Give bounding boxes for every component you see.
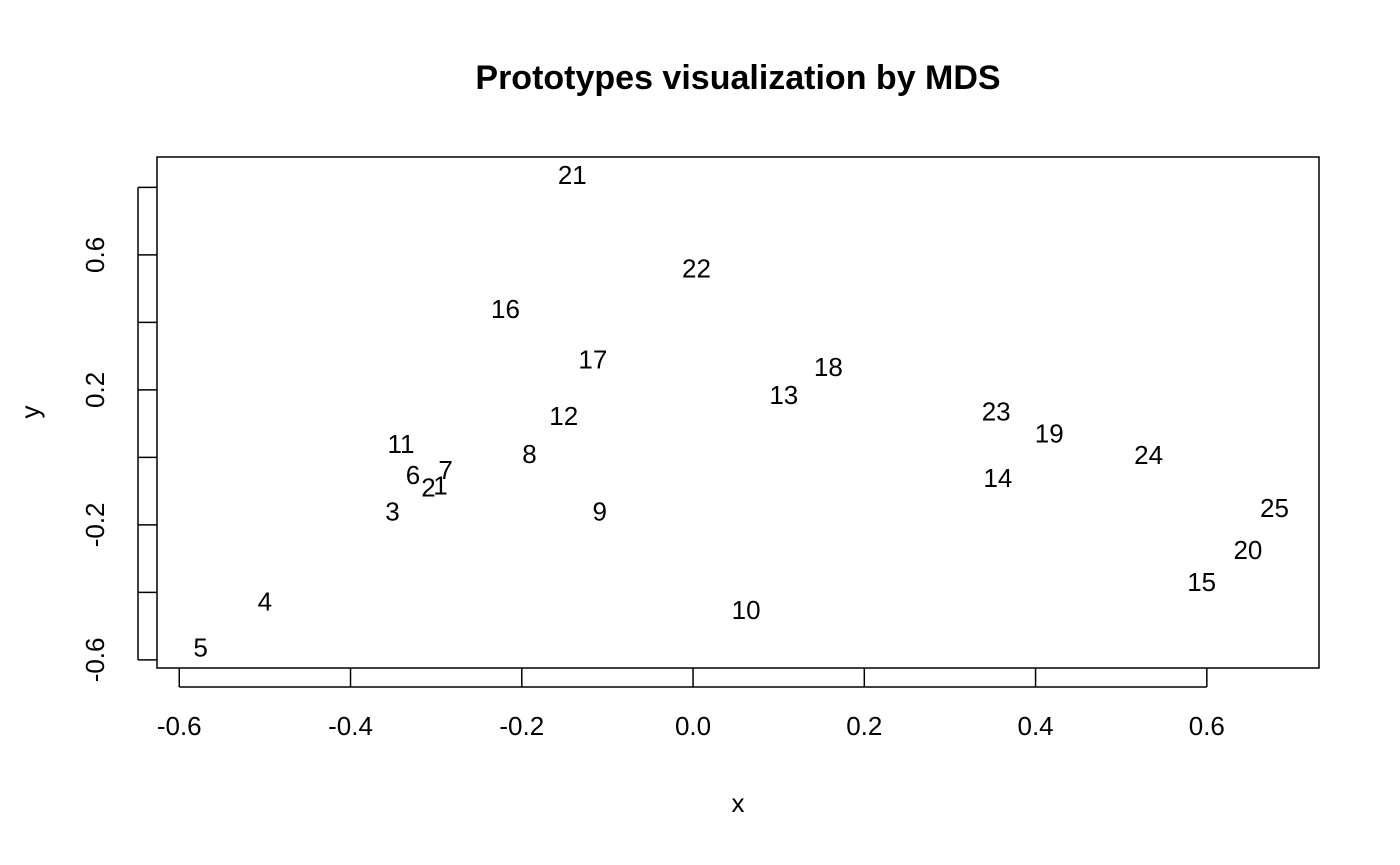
point-label: 13 <box>769 380 798 410</box>
point-label: 23 <box>982 397 1011 427</box>
point-label: 14 <box>983 463 1012 493</box>
x-tick-label: -0.6 <box>157 711 202 741</box>
point-label: 4 <box>258 587 272 617</box>
point-label: 18 <box>814 352 843 382</box>
point-label: 20 <box>1233 535 1262 565</box>
y-tick-label: 0.6 <box>80 237 110 273</box>
point-label: 9 <box>592 497 606 527</box>
point-label: 24 <box>1134 440 1163 470</box>
chart-title: Prototypes visualization by MDS <box>475 59 1000 97</box>
x-tick-label: 0.4 <box>1017 711 1053 741</box>
point-label: 8 <box>522 439 536 469</box>
x-tick-label: 0.0 <box>675 711 711 741</box>
point-label: 11 <box>388 429 415 459</box>
x-tick-label: -0.2 <box>499 711 544 741</box>
point-label: 17 <box>578 345 607 375</box>
point-label: 5 <box>193 633 207 663</box>
point-label: 6 <box>406 460 420 490</box>
x-tick-label: 0.6 <box>1189 711 1225 741</box>
point-label: 2 <box>421 473 435 503</box>
point-label: 7 <box>438 455 452 485</box>
point-label: 16 <box>491 294 520 324</box>
point-label: 12 <box>549 401 578 431</box>
x-tick-label: 0.2 <box>846 711 882 741</box>
point-label: 10 <box>732 595 761 625</box>
point-label: 19 <box>1035 419 1064 449</box>
point-label: 25 <box>1260 493 1289 523</box>
y-tick-label: -0.2 <box>80 502 110 547</box>
point-label: 3 <box>385 497 399 527</box>
x-axis-label: x <box>732 788 745 818</box>
y-tick-label: 0.2 <box>80 372 110 408</box>
point-label: 21 <box>558 160 587 190</box>
y-tick-label: -0.6 <box>80 637 110 682</box>
point-label: 15 <box>1187 567 1216 597</box>
y-axis-label: y <box>15 406 45 419</box>
x-tick-label: -0.4 <box>328 711 373 741</box>
point-label: 1 <box>433 471 447 501</box>
point-label: 22 <box>682 254 711 284</box>
plot-frame <box>156 156 1320 669</box>
